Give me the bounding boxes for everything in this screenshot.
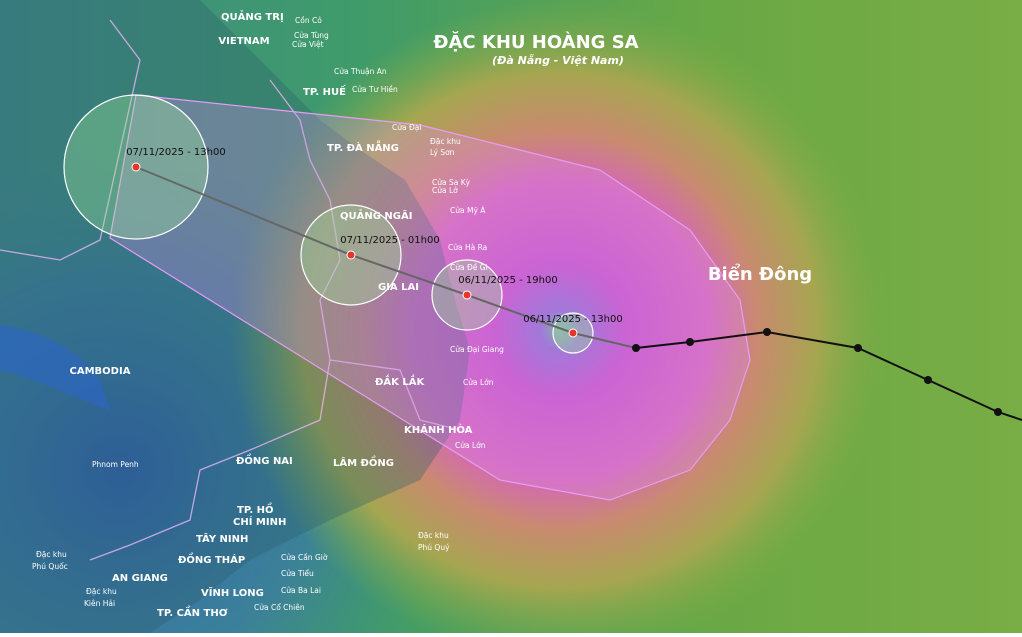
place-label: Cửa Thuận An (334, 67, 387, 76)
place-label: Cửa Tư Hiền (352, 85, 398, 94)
place-label: Cửa Mỹ Á (450, 206, 486, 215)
subtitle: (Đà Nẵng - Việt Nam) (492, 54, 624, 67)
place-label: Cửa Hà Ra (448, 243, 487, 252)
past-points (632, 328, 1002, 416)
forecast-cone (109, 94, 751, 501)
place-label: Cửa Đại Giang (450, 345, 504, 354)
borders (0, 19, 461, 561)
region-label: TP. HUẾ (303, 83, 346, 98)
region-label: QUẢNG TRỊ (221, 9, 284, 23)
title: ĐẶC KHU HOÀNG SA (433, 31, 638, 53)
place-label: Đặc khu (418, 531, 449, 540)
place-label: Cửa Việt (292, 40, 324, 49)
region-label: KHÁNH HÒA (404, 423, 473, 436)
forecast-label: 07/11/2025 - 01h00 (340, 235, 439, 246)
region-label: CHÍ MINH (233, 515, 286, 528)
place-label: Phnom Penh (92, 460, 139, 469)
region-label: AN GIANG (112, 573, 168, 584)
country-label: CAMBODIA (70, 366, 131, 377)
region-label: LÂM ĐỒNG (333, 454, 394, 469)
forecast-label: 06/11/2025 - 19h00 (458, 275, 557, 286)
region-label: TP. HỒ (237, 501, 273, 516)
region-label: ĐỒNG NAI (236, 452, 293, 467)
place-label: Cửa Tùng (294, 31, 329, 40)
region-label: TÂY NINH (196, 532, 248, 545)
place-label: Cửa Lớn (455, 441, 486, 450)
place-label: Đặc khu (86, 587, 117, 596)
forecast-label: 06/11/2025 - 13h00 (523, 314, 622, 325)
region-label: ĐẮK LẮK (375, 373, 425, 388)
place-label: Cửa Lớn (463, 378, 494, 387)
place-label: Lý Sơn (430, 148, 455, 157)
place-label: Cửa Cổ Chiên (254, 603, 305, 612)
place-label: Cửa Đề Gi (450, 263, 488, 272)
place-label: Phú Quốc (32, 562, 68, 571)
region-label: ĐỒNG THÁP (178, 551, 245, 566)
place-label: Đặc khu (430, 137, 461, 146)
place-label: Kiên Hải (84, 599, 115, 608)
place-label: Đặc khu (36, 550, 67, 559)
region-label: VĨNH LONG (201, 586, 264, 599)
place-label: Cửa Tiểu (281, 569, 314, 578)
region-label: TP. CẦN THƠ (157, 605, 228, 619)
region-label: GIA LAI (378, 282, 419, 293)
region-label: TP. ĐÀ NẴNG (327, 139, 399, 154)
forecast-label: 07/11/2025 - 13h00 (126, 147, 225, 158)
land (0, 0, 470, 633)
lake (0, 325, 110, 410)
place-label: Phú Quý (418, 543, 450, 552)
place-label: Cửa Lở (432, 186, 458, 195)
region-label: QUẢNG NGÃI (340, 208, 412, 222)
country-label: VIETNAM (218, 36, 269, 47)
place-label: Cửa Đại (392, 123, 421, 132)
sea-label: Biển Đông (708, 263, 812, 285)
place-label: Cửa Sa Kỳ (432, 178, 471, 187)
place-label: Cửa Cần Giờ (281, 553, 328, 562)
place-label: Cửa Ba Lai (281, 586, 321, 595)
forecast-points (131, 162, 578, 338)
place-label: Cồn Cỏ (295, 16, 322, 25)
